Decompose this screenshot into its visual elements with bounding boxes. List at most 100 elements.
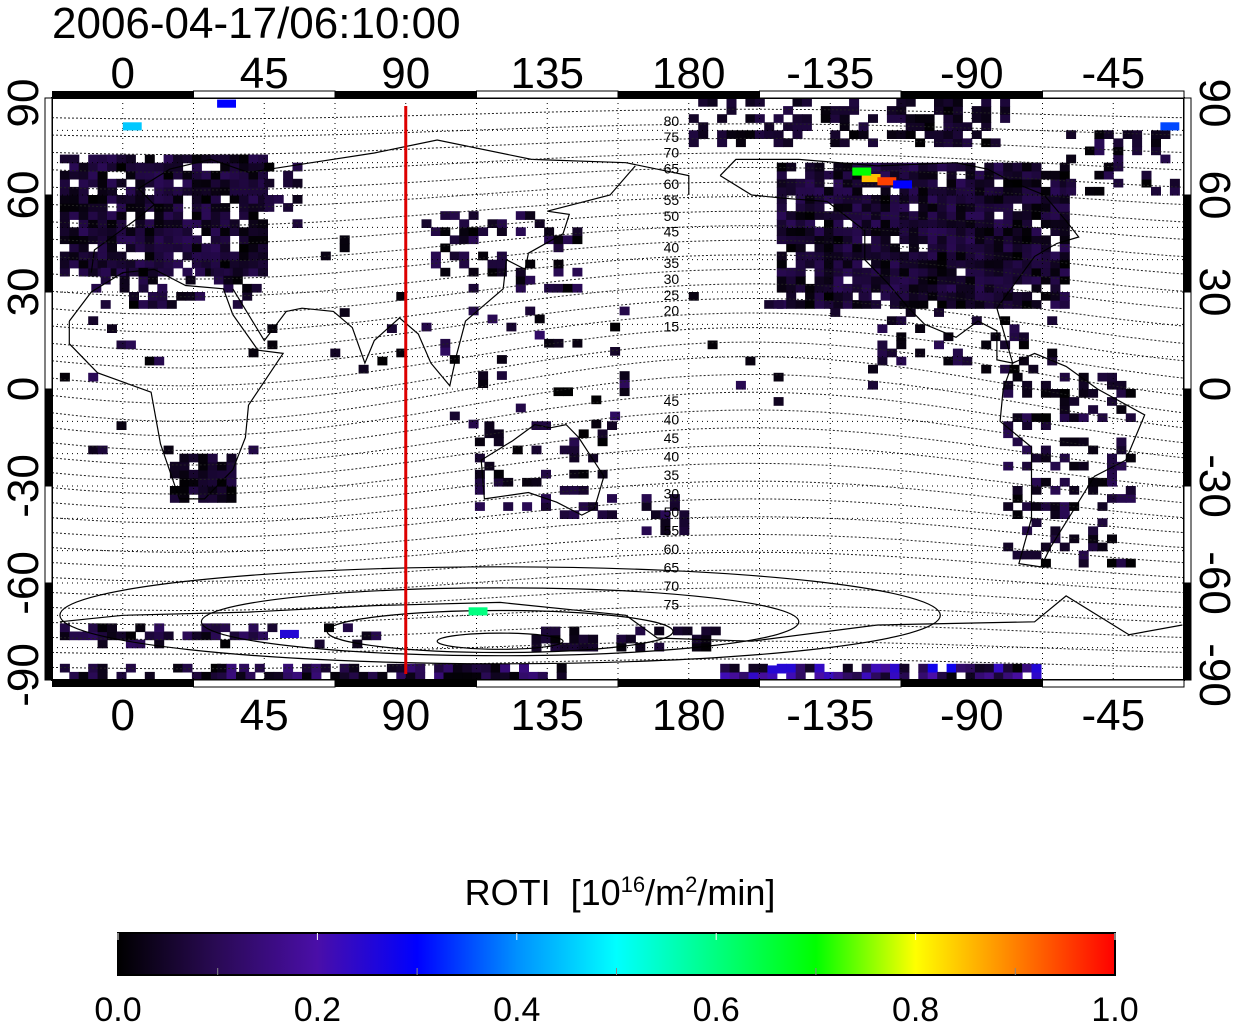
roti-cell	[946, 292, 957, 301]
roti-cell	[163, 195, 174, 204]
roti-cell	[965, 186, 976, 196]
roti-cell	[97, 154, 108, 164]
roti-cell	[125, 195, 136, 204]
roti-cell	[673, 626, 683, 636]
roti-cell	[927, 170, 938, 180]
roti-cell	[185, 292, 196, 301]
roti-cell	[918, 195, 929, 204]
roti-cell	[1059, 477, 1070, 487]
roti-cell	[292, 671, 303, 681]
roti-cell	[1047, 316, 1058, 325]
roti-cell	[890, 300, 900, 309]
roti-cell	[1003, 186, 1014, 196]
roti-cell	[169, 469, 180, 479]
roti-cell	[1059, 203, 1070, 212]
roti-cell	[735, 138, 746, 148]
roti-cell	[974, 195, 985, 204]
roti-cell	[69, 631, 80, 641]
contour-line	[51, 225, 1185, 262]
roti-cell	[974, 203, 985, 212]
roti-cell	[182, 235, 193, 245]
roti-cell	[430, 259, 441, 269]
roti-cell	[135, 227, 146, 236]
roti-cell	[553, 283, 564, 293]
roti-cell	[974, 251, 985, 261]
roti-cell	[984, 671, 995, 681]
roti-cell	[1012, 211, 1023, 220]
roti-cell	[569, 510, 580, 519]
roti-cell	[462, 671, 473, 681]
roti-cell	[248, 251, 259, 261]
roti-cell	[258, 219, 268, 228]
roti-cell	[849, 106, 860, 115]
roti-cell	[474, 502, 485, 511]
roti-cell	[1031, 453, 1042, 463]
roti-cell	[905, 130, 916, 139]
roti-cell	[213, 267, 224, 277]
roti-cell	[1059, 243, 1070, 253]
roti-cell	[1059, 372, 1070, 382]
roti-cell	[745, 130, 756, 139]
roti-cell	[236, 671, 246, 681]
roti-cell	[1000, 340, 1011, 350]
roti-cell	[776, 162, 787, 172]
roti-cell	[908, 267, 919, 277]
roti-cell	[1000, 106, 1011, 115]
roti-cell	[144, 227, 155, 236]
roti-cell	[679, 518, 690, 527]
roti-cell	[773, 300, 784, 309]
roti-cell	[1022, 300, 1033, 309]
roti-cell	[915, 348, 926, 358]
roti-cell	[984, 203, 995, 212]
roti-cell	[1031, 211, 1042, 220]
roti-cell	[792, 130, 803, 139]
roti-cell	[1078, 380, 1089, 390]
roti-cell	[984, 259, 995, 269]
roti-cell	[1022, 203, 1033, 212]
roti-cell	[97, 211, 108, 220]
roti-cell	[173, 211, 184, 220]
roti-cell	[735, 380, 746, 390]
roti-cell	[993, 186, 1004, 196]
roti-cell	[688, 138, 699, 148]
roti-cell	[1022, 178, 1033, 188]
roti-cell	[559, 445, 570, 455]
roti-cell	[852, 195, 863, 204]
roti-cell	[805, 162, 816, 172]
roti-cell	[258, 235, 268, 245]
roti-cell	[220, 259, 231, 269]
roti-cell	[88, 154, 99, 164]
roti-cell	[899, 219, 910, 228]
roti-cell	[484, 429, 495, 439]
roti-cell	[588, 634, 599, 644]
roti-cell	[842, 227, 853, 236]
roti-cell	[852, 275, 863, 285]
roti-cell	[619, 387, 630, 397]
roti-cell	[487, 314, 498, 324]
roti-cell	[861, 671, 872, 681]
colorbar-tick-label: 0.0	[94, 991, 141, 1024]
roti-cell	[125, 243, 136, 253]
roti-cell	[258, 162, 268, 172]
roti-cell	[886, 316, 897, 325]
roti-cell	[116, 251, 127, 261]
roti-cell	[519, 663, 529, 673]
contour-label: 55	[664, 523, 680, 539]
roti-cell	[1050, 510, 1061, 519]
roti-cell	[962, 122, 973, 131]
roti-cell	[776, 195, 787, 204]
roti-cell	[934, 106, 944, 115]
roti-cell	[226, 663, 237, 673]
roti-cell	[946, 170, 957, 180]
roti-cell	[890, 203, 900, 212]
roti-cell	[69, 235, 80, 245]
roti-cell	[1097, 477, 1108, 487]
roti-cell	[773, 114, 784, 123]
roti-cell	[1107, 372, 1117, 382]
roti-cell	[452, 671, 463, 681]
roti-cell	[918, 203, 929, 212]
roti-cell	[229, 170, 240, 180]
roti-cell	[956, 195, 966, 204]
roti-cell	[619, 379, 630, 388]
roti-cell	[544, 227, 555, 236]
